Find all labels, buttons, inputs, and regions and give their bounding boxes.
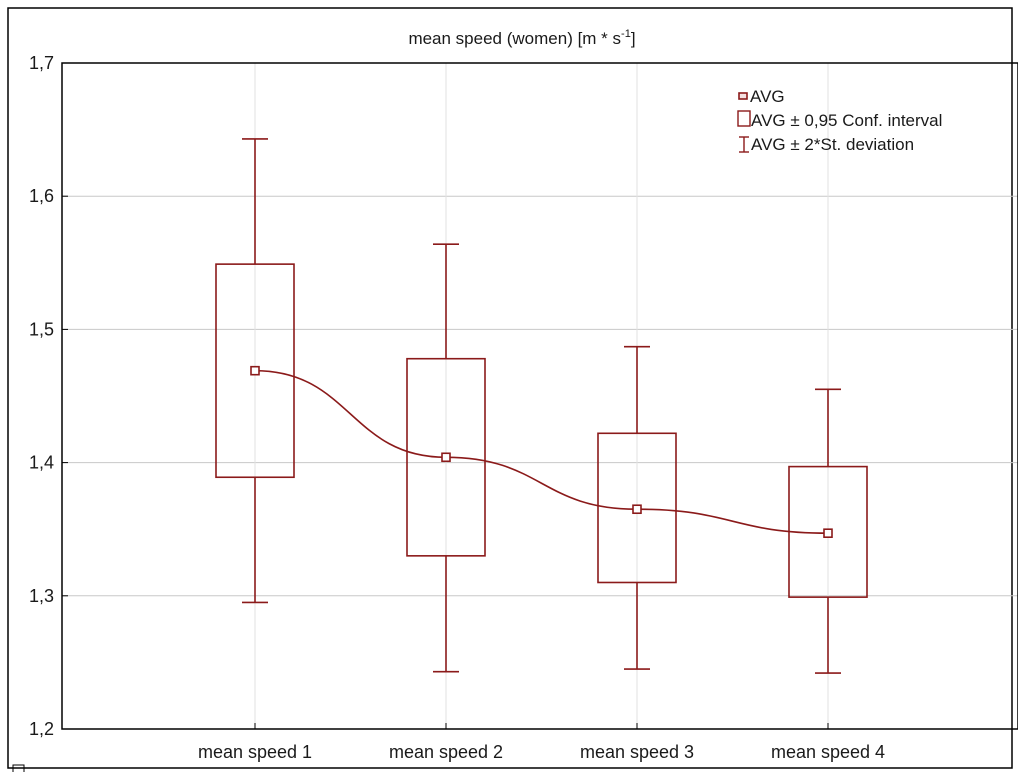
legend-avg-marker xyxy=(738,92,748,100)
legend-sd-label: AVG ± 2*St. deviation xyxy=(751,135,914,154)
chart-title-main: mean speed (women) [m * s xyxy=(408,29,621,48)
chart-frame xyxy=(7,7,1013,769)
chart-title-superscript: -1 xyxy=(621,28,631,40)
x-tick-label: mean speed 3 xyxy=(580,742,694,762)
y-tick-label: 1,4 xyxy=(29,453,54,473)
mean-marker xyxy=(441,452,451,463)
legend-avg-label: AVG xyxy=(750,87,785,106)
y-tick-label: 1,3 xyxy=(29,586,54,606)
legend-sd-marker xyxy=(739,136,749,153)
mean-marker xyxy=(250,365,260,376)
ci-box xyxy=(406,357,486,557)
chart-title: mean speed (women) [m * s-1] xyxy=(408,28,635,48)
plot-area-border xyxy=(61,62,1018,730)
mean-line xyxy=(254,369,829,534)
y-tick-label: 1,2 xyxy=(29,719,54,739)
ci-box xyxy=(215,263,295,479)
x-tick-label: mean speed 1 xyxy=(198,742,312,762)
chart-title-suffix: ] xyxy=(631,29,636,48)
mean-marker xyxy=(823,528,833,538)
x-tick-label: mean speed 2 xyxy=(389,742,503,762)
legend-ci-marker xyxy=(737,110,751,127)
axes: 1,2 1,3 1,4 1,5 1,6 1,7 mean speed 1 mean speed… xyxy=(29,53,885,762)
ci-box xyxy=(597,432,677,584)
legend-ci-label: AVG ± 0,95 Conf. interval xyxy=(751,111,942,130)
y-tick-label: 1,5 xyxy=(29,319,54,339)
x-tick-label: mean speed 4 xyxy=(771,742,885,762)
y-tick-label: 1,7 xyxy=(29,53,54,73)
mean-marker xyxy=(632,504,642,515)
plot-area xyxy=(215,138,868,674)
y-tick-label: 1,6 xyxy=(29,186,54,206)
legend: AVG AVG ± 0,95 Conf. interval AVG ± 2*St… xyxy=(737,87,942,154)
